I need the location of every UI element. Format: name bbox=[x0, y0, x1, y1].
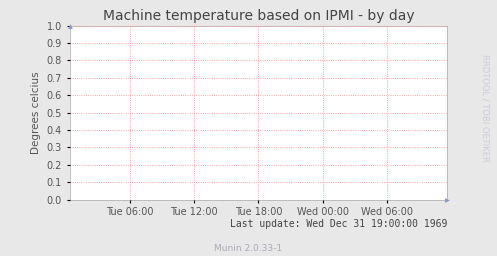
Y-axis label: Degrees celcius: Degrees celcius bbox=[31, 71, 41, 154]
Text: RRDTOOL / TOBI OETIKER: RRDTOOL / TOBI OETIKER bbox=[480, 54, 489, 162]
Title: Machine temperature based on IPMI - by day: Machine temperature based on IPMI - by d… bbox=[102, 9, 414, 23]
Text: Munin 2.0.33-1: Munin 2.0.33-1 bbox=[214, 244, 283, 253]
Text: Last update: Wed Dec 31 19:00:00 1969: Last update: Wed Dec 31 19:00:00 1969 bbox=[230, 219, 447, 229]
